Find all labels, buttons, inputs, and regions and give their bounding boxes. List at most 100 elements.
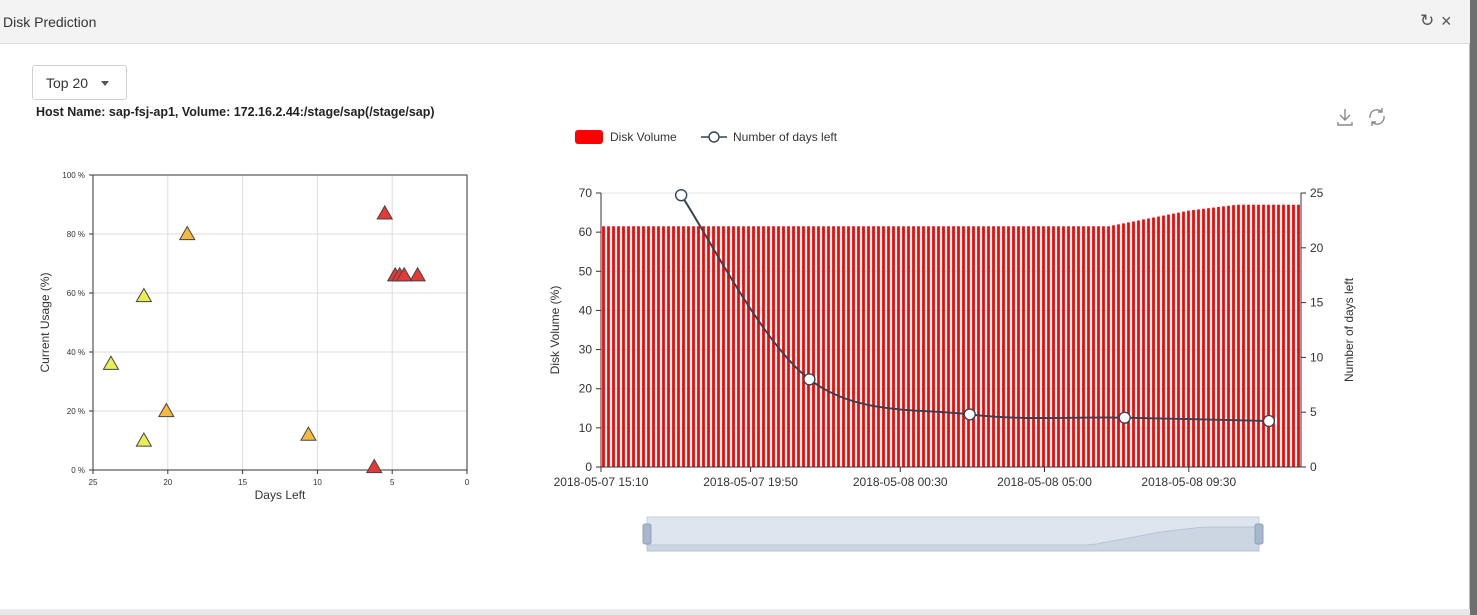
restore-icon[interactable] — [1366, 107, 1388, 127]
disk-volume-bar[interactable] — [962, 226, 965, 467]
disk-volume-bar[interactable] — [607, 226, 610, 467]
disk-volume-bar[interactable] — [1047, 226, 1050, 467]
disk-volume-bar[interactable] — [1087, 226, 1090, 467]
disk-volume-bar[interactable] — [887, 226, 890, 467]
disk-volume-bar[interactable] — [1232, 205, 1235, 467]
disk-volume-bar[interactable] — [1152, 217, 1155, 467]
disk-volume-bar[interactable] — [892, 226, 895, 467]
disk-volume-bar[interactable] — [1227, 205, 1230, 467]
disk-volume-bar[interactable] — [1292, 204, 1295, 467]
legend-days-left[interactable]: Number of days left — [733, 130, 838, 144]
disk-volume-bar[interactable] — [882, 226, 885, 467]
disk-volume-bar[interactable] — [767, 226, 770, 467]
top-n-select[interactable]: Top 20 — [32, 65, 127, 100]
disk-volume-bar[interactable] — [922, 226, 925, 467]
disk-volume-bar[interactable] — [1167, 214, 1170, 467]
disk-volume-bar[interactable] — [1077, 226, 1080, 467]
disk-volume-bar[interactable] — [1262, 204, 1265, 467]
disk-volume-bar[interactable] — [1217, 206, 1220, 467]
disk-volume-bar[interactable] — [852, 226, 855, 467]
disk-volume-bar[interactable] — [747, 226, 750, 467]
disk-volume-bar[interactable] — [672, 226, 675, 467]
disk-volume-bar[interactable] — [1092, 226, 1095, 467]
disk-volume-bar[interactable] — [1072, 226, 1075, 467]
scatter-point[interactable] — [178, 225, 196, 241]
download-icon[interactable] — [1335, 107, 1355, 127]
disk-volume-bar[interactable] — [1007, 226, 1010, 467]
disk-volume-bar[interactable] — [817, 226, 820, 467]
disk-volume-bar[interactable] — [702, 226, 705, 467]
days-left-point[interactable] — [1118, 411, 1131, 424]
disk-volume-bar[interactable] — [992, 226, 995, 467]
disk-volume-bar[interactable] — [1132, 221, 1135, 467]
disk-volume-bar[interactable] — [1222, 206, 1225, 467]
disk-volume-bar[interactable] — [772, 226, 775, 467]
disk-volume-bar[interactable] — [857, 226, 860, 467]
disk-volume-bar[interactable] — [1282, 204, 1285, 467]
disk-volume-bar[interactable] — [637, 226, 640, 467]
disk-volume-bar[interactable] — [897, 226, 900, 467]
disk-volume-bar[interactable] — [1002, 226, 1005, 467]
disk-volume-bar[interactable] — [662, 226, 665, 467]
disk-volume-bar[interactable] — [1182, 211, 1185, 467]
scatter-point[interactable] — [395, 266, 413, 282]
disk-volume-bar[interactable] — [1112, 225, 1115, 467]
disk-volume-bar[interactable] — [997, 226, 1000, 467]
scatter-point[interactable] — [135, 431, 153, 447]
disk-volume-bar[interactable] — [1027, 226, 1030, 467]
disk-volume-bar[interactable] — [1237, 204, 1240, 467]
disk-volume-bar[interactable] — [1067, 226, 1070, 467]
disk-volume-bar[interactable] — [622, 226, 625, 467]
disk-volume-bar[interactable] — [812, 226, 815, 467]
disk-volume-bar[interactable] — [1162, 215, 1165, 467]
disk-volume-bar[interactable] — [712, 226, 715, 467]
disk-volume-bar[interactable] — [867, 226, 870, 467]
disk-volume-bar[interactable] — [1212, 207, 1215, 467]
disk-volume-bar[interactable] — [832, 226, 835, 467]
disk-volume-bar[interactable] — [837, 226, 840, 467]
legend-disk-volume[interactable]: Disk Volume — [610, 130, 677, 144]
disk-volume-bar[interactable] — [612, 226, 615, 467]
disk-volume-bar[interactable] — [982, 226, 985, 467]
disk-volume-bar[interactable] — [957, 226, 960, 467]
disk-volume-bar[interactable] — [1297, 204, 1300, 467]
disk-volume-bar[interactable] — [1042, 226, 1045, 467]
disk-volume-bar[interactable] — [1082, 226, 1085, 467]
disk-volume-bar[interactable] — [1022, 226, 1025, 467]
days-left-point[interactable] — [803, 373, 816, 386]
disk-volume-bar[interactable] — [782, 226, 785, 467]
disk-volume-bar[interactable] — [1017, 226, 1020, 467]
disk-volume-bar[interactable] — [787, 226, 790, 467]
disk-volume-bar[interactable] — [942, 226, 945, 467]
disk-volume-bar[interactable] — [1277, 204, 1280, 467]
disk-volume-bar[interactable] — [737, 226, 740, 467]
disk-volume-bar[interactable] — [722, 226, 725, 467]
disk-volume-bar[interactable] — [717, 226, 720, 467]
disk-volume-bar[interactable] — [1057, 226, 1060, 467]
zoom-handle[interactable] — [1254, 523, 1264, 545]
disk-volume-bar[interactable] — [647, 226, 650, 467]
disk-volume-bar[interactable] — [902, 226, 905, 467]
disk-volume-bar[interactable] — [707, 226, 710, 467]
close-icon[interactable]: × — [1441, 11, 1452, 31]
disk-volume-bar[interactable] — [1052, 226, 1055, 467]
refresh-icon[interactable]: ↻ — [1420, 11, 1435, 30]
disk-volume-bar[interactable] — [697, 226, 700, 467]
days-left-point[interactable] — [1262, 414, 1276, 428]
disk-volume-bar[interactable] — [952, 226, 955, 467]
disk-volume-bar[interactable] — [1187, 210, 1190, 467]
disk-volume-bar[interactable] — [1247, 204, 1250, 467]
disk-volume-bar[interactable] — [1107, 226, 1110, 467]
scatter-point[interactable] — [135, 287, 153, 303]
disk-volume-bar[interactable] — [797, 226, 800, 467]
disk-volume-bar[interactable] — [752, 226, 755, 467]
scatter-point[interactable] — [409, 266, 426, 282]
disk-volume-bar[interactable] — [727, 226, 730, 467]
disk-volume-bar[interactable] — [732, 226, 735, 467]
disk-volume-bar[interactable] — [642, 226, 645, 467]
disk-volume-bar[interactable] — [1032, 226, 1035, 467]
disk-volume-bar[interactable] — [1127, 222, 1130, 467]
scatter-point[interactable] — [102, 355, 120, 370]
disk-volume-bar[interactable] — [972, 226, 975, 467]
disk-volume-bar[interactable] — [1102, 226, 1105, 467]
